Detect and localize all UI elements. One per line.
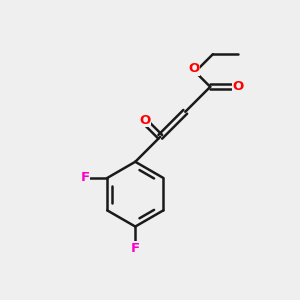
Text: O: O [232, 80, 244, 93]
Text: O: O [188, 62, 200, 75]
Text: O: O [139, 114, 150, 127]
Text: F: F [81, 172, 90, 184]
Text: F: F [131, 242, 140, 255]
